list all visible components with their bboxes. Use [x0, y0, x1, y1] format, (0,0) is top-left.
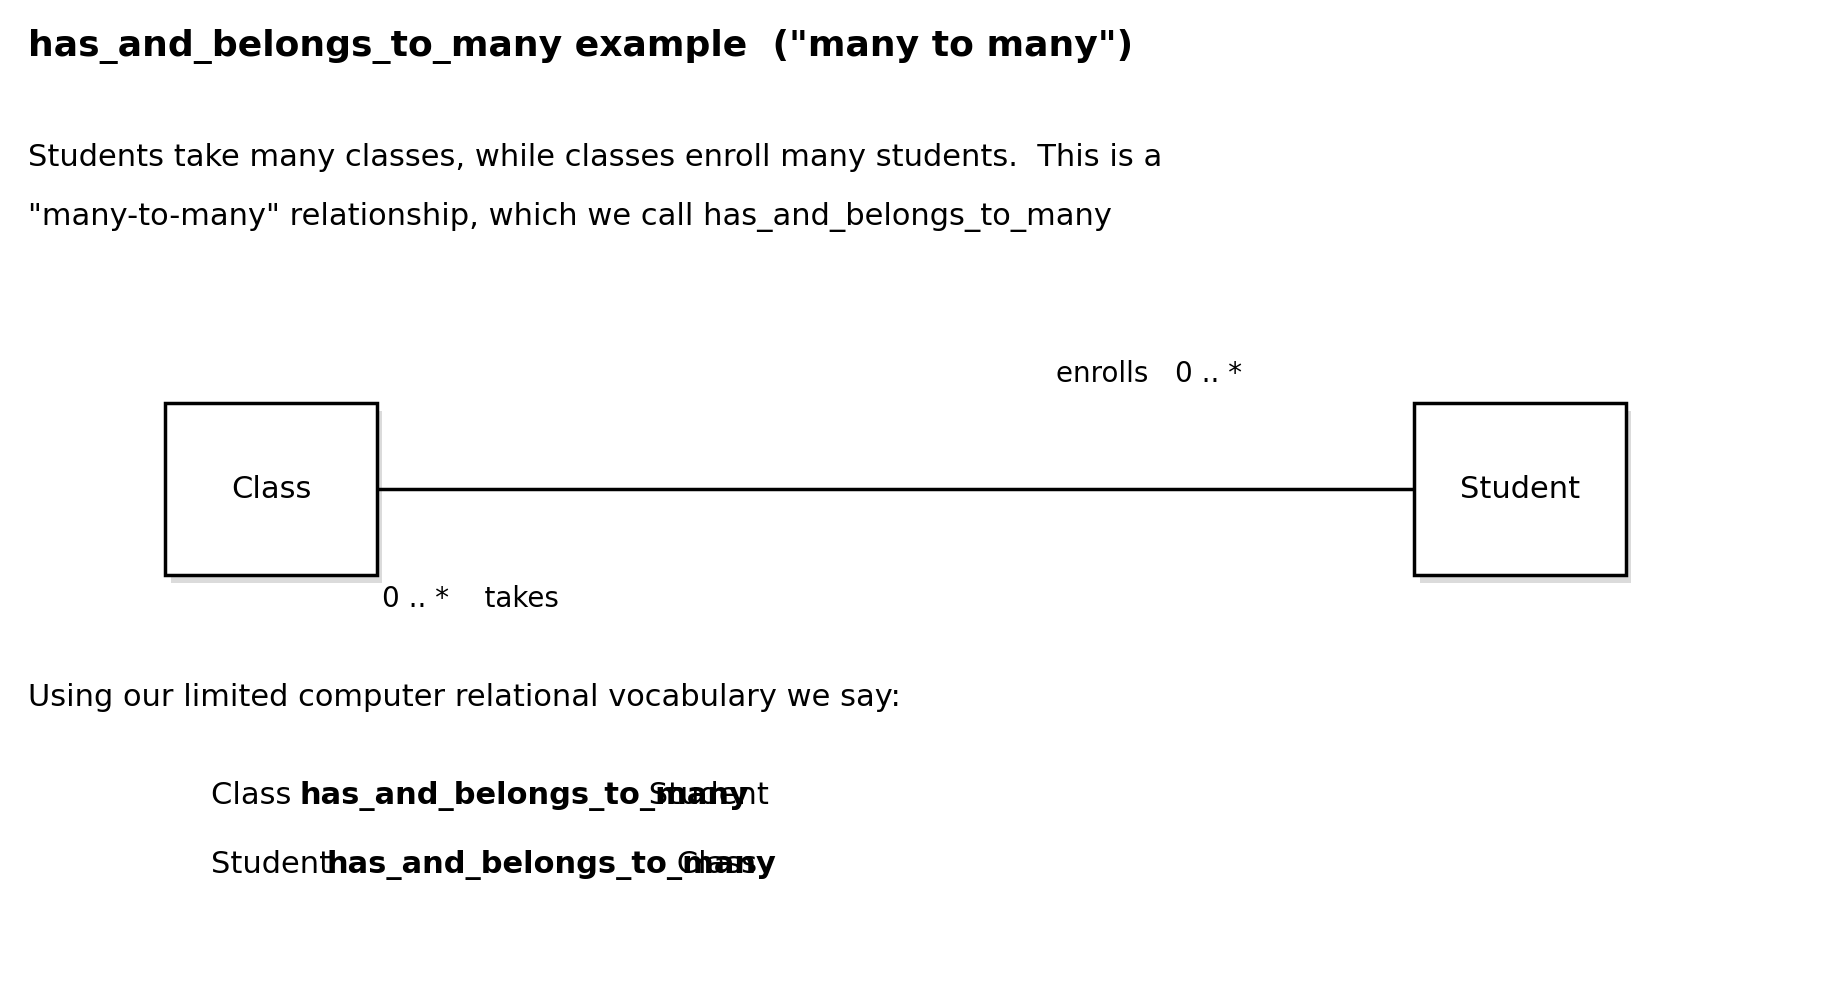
Text: Students take many classes, while classes enroll many students.  This is a: Students take many classes, while classe… [28, 143, 1161, 172]
Text: Class: Class [211, 781, 301, 811]
Text: 0 .. *    takes: 0 .. * takes [382, 585, 558, 612]
Text: has_and_belongs_to_many: has_and_belongs_to_many [299, 781, 749, 812]
FancyBboxPatch shape [171, 411, 382, 583]
Text: Using our limited computer relational vocabulary we say:: Using our limited computer relational vo… [28, 683, 900, 713]
Text: Student: Student [1460, 475, 1580, 503]
Text: Student: Student [211, 850, 342, 880]
Text: Class: Class [231, 475, 310, 503]
Text: has_and_belongs_to_many example  ("many to many"): has_and_belongs_to_many example ("many t… [28, 29, 1133, 65]
FancyBboxPatch shape [1420, 411, 1631, 583]
Text: Class: Class [667, 850, 757, 880]
FancyBboxPatch shape [165, 403, 377, 575]
Text: "many-to-many" relationship, which we call has_and_belongs_to_many: "many-to-many" relationship, which we ca… [28, 202, 1111, 232]
Text: enrolls   0 .. *: enrolls 0 .. * [1056, 361, 1242, 388]
FancyBboxPatch shape [1414, 403, 1626, 575]
Text: Student: Student [639, 781, 770, 811]
Text: has_and_belongs_to_many: has_and_belongs_to_many [327, 850, 777, 881]
